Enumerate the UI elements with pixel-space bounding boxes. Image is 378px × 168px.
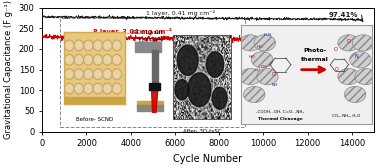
Text: 95.57%: 95.57%: [329, 34, 358, 40]
Text: 1 layer, 0.41 mg cm⁻²: 1 layer, 0.41 mg cm⁻²: [146, 10, 215, 16]
Y-axis label: Gravitational Capacitance (F g⁻¹): Gravitational Capacitance (F g⁻¹): [4, 0, 13, 139]
X-axis label: Cycle Number: Cycle Number: [174, 154, 243, 164]
Text: 8 layer, 3.04 mg cm⁻²: 8 layer, 3.04 mg cm⁻²: [93, 28, 172, 35]
Text: 97.41%: 97.41%: [328, 12, 358, 18]
